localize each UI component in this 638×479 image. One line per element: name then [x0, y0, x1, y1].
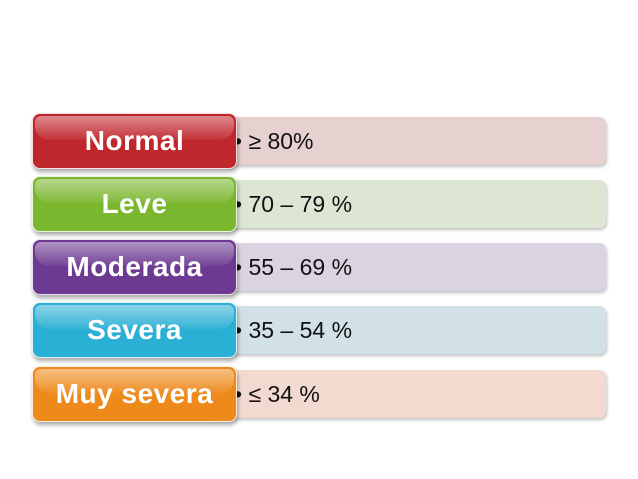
value-bar: • ≤ 34 % [212, 370, 606, 418]
value-text: • 55 – 69 % [234, 253, 353, 280]
category-box: Leve [32, 176, 237, 232]
list-item-severa: • 35 – 54 % Severa [32, 302, 610, 358]
category-box: Muy severa [32, 366, 237, 422]
category-label: Normal [84, 125, 185, 156]
category-box: Severa [32, 302, 237, 358]
value-bar: • ≥ 80% [212, 117, 606, 165]
category-box: Normal [32, 113, 237, 169]
list-item-muy-severa: • ≤ 34 % Muy severa [32, 366, 610, 422]
list-item-leve: • 70 – 79 % Leve [32, 176, 610, 232]
category-box: Moderada [32, 239, 237, 295]
value-bar: • 55 – 69 % [212, 243, 606, 291]
value-bar: • 35 – 54 % [212, 306, 606, 354]
category-label: Moderada [66, 251, 203, 282]
value-text: • 70 – 79 % [234, 190, 353, 217]
list-item-normal: • ≥ 80% Normal [32, 113, 610, 169]
value-text: • ≤ 34 % [234, 380, 320, 407]
value-text: • 35 – 54 % [234, 316, 353, 343]
value-text: • ≥ 80% [234, 127, 314, 154]
value-bar: • 70 – 79 % [212, 180, 606, 228]
category-label: Muy severa [55, 378, 214, 409]
category-label: Leve [101, 188, 168, 219]
list-item-moderada: • 55 – 69 % Moderada [32, 239, 610, 295]
category-label: Severa [87, 314, 182, 345]
